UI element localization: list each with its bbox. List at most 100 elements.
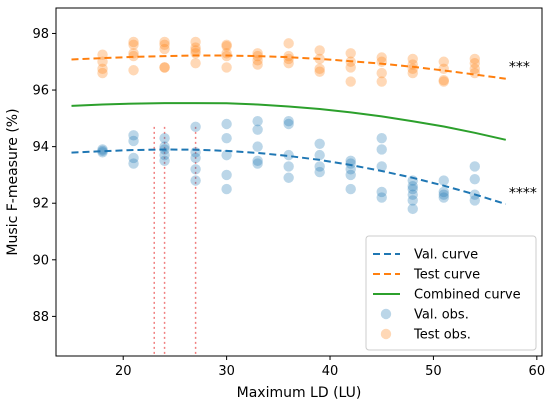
val-obs-point	[438, 175, 449, 186]
test-obs-point	[469, 63, 480, 75]
val-obs-point	[283, 115, 294, 127]
x-tick-label: 30	[218, 364, 235, 379]
val-obs-point	[159, 155, 170, 166]
val-obs-point	[283, 118, 294, 130]
fitted-curves	[71, 54, 507, 206]
test-obs-point	[438, 63, 449, 75]
test-obs-point	[438, 56, 449, 67]
y-tick-label: 94	[32, 140, 49, 155]
test-obs-point	[314, 63, 325, 75]
test-obs-point	[469, 53, 480, 65]
test-obs-point	[221, 39, 232, 50]
reference-lines	[153, 126, 197, 356]
test-obs-point	[159, 43, 170, 55]
legend: Val. curve Test curve Combined curve Val. o…	[365, 235, 537, 351]
test-obs-point	[159, 62, 170, 73]
val-obs-point	[97, 145, 108, 157]
val-obs-point	[159, 149, 170, 161]
val-obs-point	[252, 124, 263, 135]
test-obs-point	[314, 66, 325, 77]
y-tick-label: 92	[32, 197, 49, 212]
val-obs-point	[283, 161, 294, 172]
test-obs-point	[190, 45, 201, 56]
val-obs-point	[376, 186, 387, 198]
test-obs-point	[128, 39, 139, 50]
y-tick-label: 98	[32, 27, 49, 42]
val-obs-point	[221, 169, 232, 181]
test-obs-point	[283, 38, 294, 49]
val-obs-point	[314, 161, 325, 172]
test-obs-point	[345, 76, 356, 87]
val-obs-point	[438, 186, 449, 198]
legend-label-val-curve: Val. curve	[414, 248, 478, 263]
val-obs-point	[469, 173, 480, 185]
test-obs-point	[159, 36, 170, 48]
val-obs-point	[128, 152, 139, 164]
test-obs-point	[345, 62, 356, 73]
val-obs-point	[438, 192, 449, 203]
val-obs-point	[252, 141, 263, 152]
val-obs-point	[283, 172, 294, 183]
legend-box	[365, 235, 537, 351]
val-obs-point	[190, 152, 201, 164]
val-obs-point	[128, 158, 139, 169]
val-obs-point	[407, 203, 418, 215]
test-obs-point	[128, 50, 139, 62]
test-obs-point	[376, 56, 387, 67]
test-obs-point	[128, 65, 139, 76]
test-obs-point	[252, 55, 263, 66]
val-obs-point	[345, 169, 356, 181]
test-obs-point	[190, 42, 201, 53]
significance-marker: ***	[509, 60, 530, 76]
test-obs-point	[345, 48, 356, 59]
val-obs-point	[376, 192, 387, 203]
test-obs-point	[469, 57, 480, 69]
val-obs-point	[221, 132, 232, 144]
val-obs-point	[469, 161, 480, 172]
test-obs-point	[376, 76, 387, 87]
test-obs-point	[314, 45, 325, 56]
significance-marker: ****	[509, 186, 537, 202]
val-obs-point	[128, 130, 139, 141]
test-obs-point	[128, 48, 139, 59]
val-curve-line	[71, 148, 507, 206]
val-obs-point	[407, 181, 418, 192]
test-obs-point	[221, 62, 232, 73]
y-axis: 88 90 92 94 96 98	[32, 27, 56, 325]
y-tick-label: 90	[32, 253, 49, 268]
val-obs-point	[407, 195, 418, 206]
test-obs-point	[190, 48, 201, 59]
val-obs-point	[345, 164, 356, 175]
y-tick-label: 96	[32, 84, 49, 99]
test-obs-point	[97, 63, 108, 75]
y-axis-label: Music F-measure (%)	[5, 108, 21, 255]
val-obs-point	[376, 144, 387, 155]
val-obs-point	[97, 147, 108, 158]
x-axis: 20 30 40 50 60	[115, 356, 545, 379]
test-obs-point	[221, 40, 232, 52]
val-obs-point	[469, 195, 480, 206]
test-obs-point	[97, 67, 108, 79]
val-obs-point	[128, 135, 139, 147]
combined-curve-line	[71, 102, 507, 141]
test-obs-point	[283, 50, 294, 62]
test-obs-point	[159, 62, 170, 73]
val-obs-point	[314, 138, 325, 150]
val-obs-point	[221, 149, 232, 161]
test-obs-point	[407, 67, 418, 79]
test-obs-point	[190, 57, 201, 69]
val-obs-point	[438, 189, 449, 200]
test-obs-point	[376, 67, 387, 79]
legend-label-val-obs: Val. obs.	[414, 308, 469, 323]
x-tick-label: 20	[115, 364, 132, 379]
test-curve-line	[71, 54, 506, 80]
val-obs-point	[221, 118, 232, 130]
test-obs-point	[252, 59, 263, 70]
val-obs-point	[345, 155, 356, 166]
test-obs-point	[469, 67, 480, 79]
test-obs-point	[128, 36, 139, 48]
test-obs-point	[283, 57, 294, 69]
val-obs-point	[252, 155, 263, 166]
val-obs-point	[283, 149, 294, 161]
